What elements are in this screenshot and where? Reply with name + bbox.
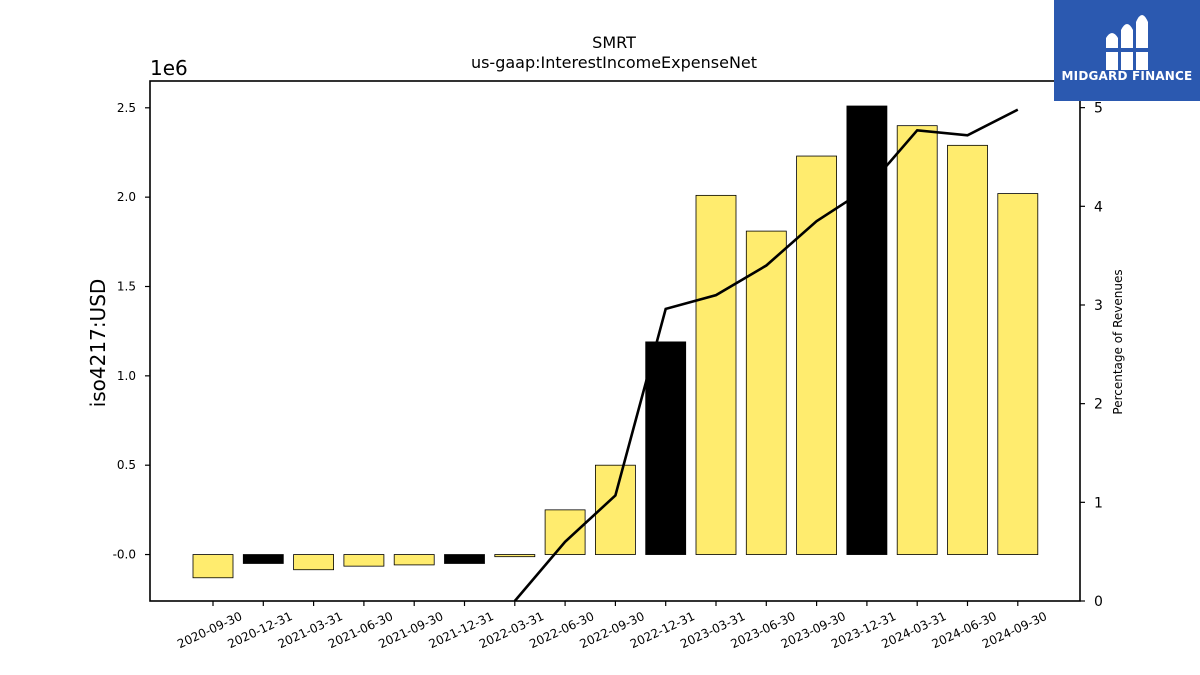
y2-tick-label: 3 xyxy=(1094,298,1103,314)
y-ticks-group: -0.0 0.5 1.0 1.5 2.0 2.5 xyxy=(113,101,150,562)
y2-tick-label: 4 xyxy=(1094,199,1103,215)
y-tick-label: 2.5 xyxy=(117,101,136,115)
bar-2021-09-30 xyxy=(393,554,435,566)
bar-2023-06-30 xyxy=(745,230,787,555)
y-tick-label: -0.0 xyxy=(113,548,136,562)
logo-mark-icon xyxy=(1106,15,1148,70)
line-group xyxy=(513,108,1019,601)
bar-2024-03-31 xyxy=(896,125,938,555)
chart-title: SMRT xyxy=(592,33,636,52)
bar-2023-03-31 xyxy=(695,194,737,555)
bar-2021-06-30 xyxy=(343,554,385,567)
y-offset-label: 1e6 xyxy=(150,56,188,80)
y-tick-label: 0.5 xyxy=(117,458,136,472)
y2-tick-label: 1 xyxy=(1094,495,1103,511)
y2-ticks-group: 0 1 2 3 4 5 xyxy=(1080,101,1103,610)
bar-2023-12-31 xyxy=(846,105,888,555)
y-tick-label: 1.0 xyxy=(117,369,136,383)
x-ticks-group: 2020-09-302020-12-312021-03-312021-06-30… xyxy=(175,601,1049,651)
bar-2022-03-31 xyxy=(494,554,536,558)
bar-2023-09-30 xyxy=(796,155,837,555)
bar-2021-03-31 xyxy=(293,554,335,571)
logo-text: MIDGARD FINANCE xyxy=(1061,69,1193,83)
bar-2024-06-30 xyxy=(947,144,988,555)
y2-tick-label: 0 xyxy=(1094,594,1103,610)
y-axis-label: iso4217:USD xyxy=(86,279,110,408)
y2-tick-label: 2 xyxy=(1094,397,1103,413)
bar-2022-12-31 xyxy=(645,341,687,555)
y-tick-label: 1.5 xyxy=(117,279,136,293)
y2-tick-label: 5 xyxy=(1094,101,1103,117)
bar-2024-09-30 xyxy=(997,193,1039,555)
chart-subtitle: us-gaap:InterestIncomeExpenseNet xyxy=(471,53,757,72)
bar-2020-12-31 xyxy=(242,554,284,564)
bar-2022-09-30 xyxy=(595,464,636,555)
y-tick-label: 2.0 xyxy=(117,190,136,204)
bars-group xyxy=(192,105,1039,579)
bar-2022-06-30 xyxy=(544,509,586,555)
logo: MIDGARD FINANCE xyxy=(1054,0,1200,101)
percentage-line xyxy=(513,108,1019,601)
bar-2021-12-31 xyxy=(444,554,485,564)
y2-axis-label: Percentage of Revenues xyxy=(1111,269,1125,414)
bar-2020-09-30 xyxy=(192,554,234,579)
